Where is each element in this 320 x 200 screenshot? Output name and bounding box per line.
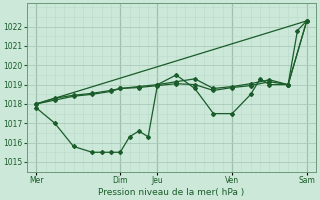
X-axis label: Pression niveau de la mer( hPa ): Pression niveau de la mer( hPa ) xyxy=(98,188,244,197)
